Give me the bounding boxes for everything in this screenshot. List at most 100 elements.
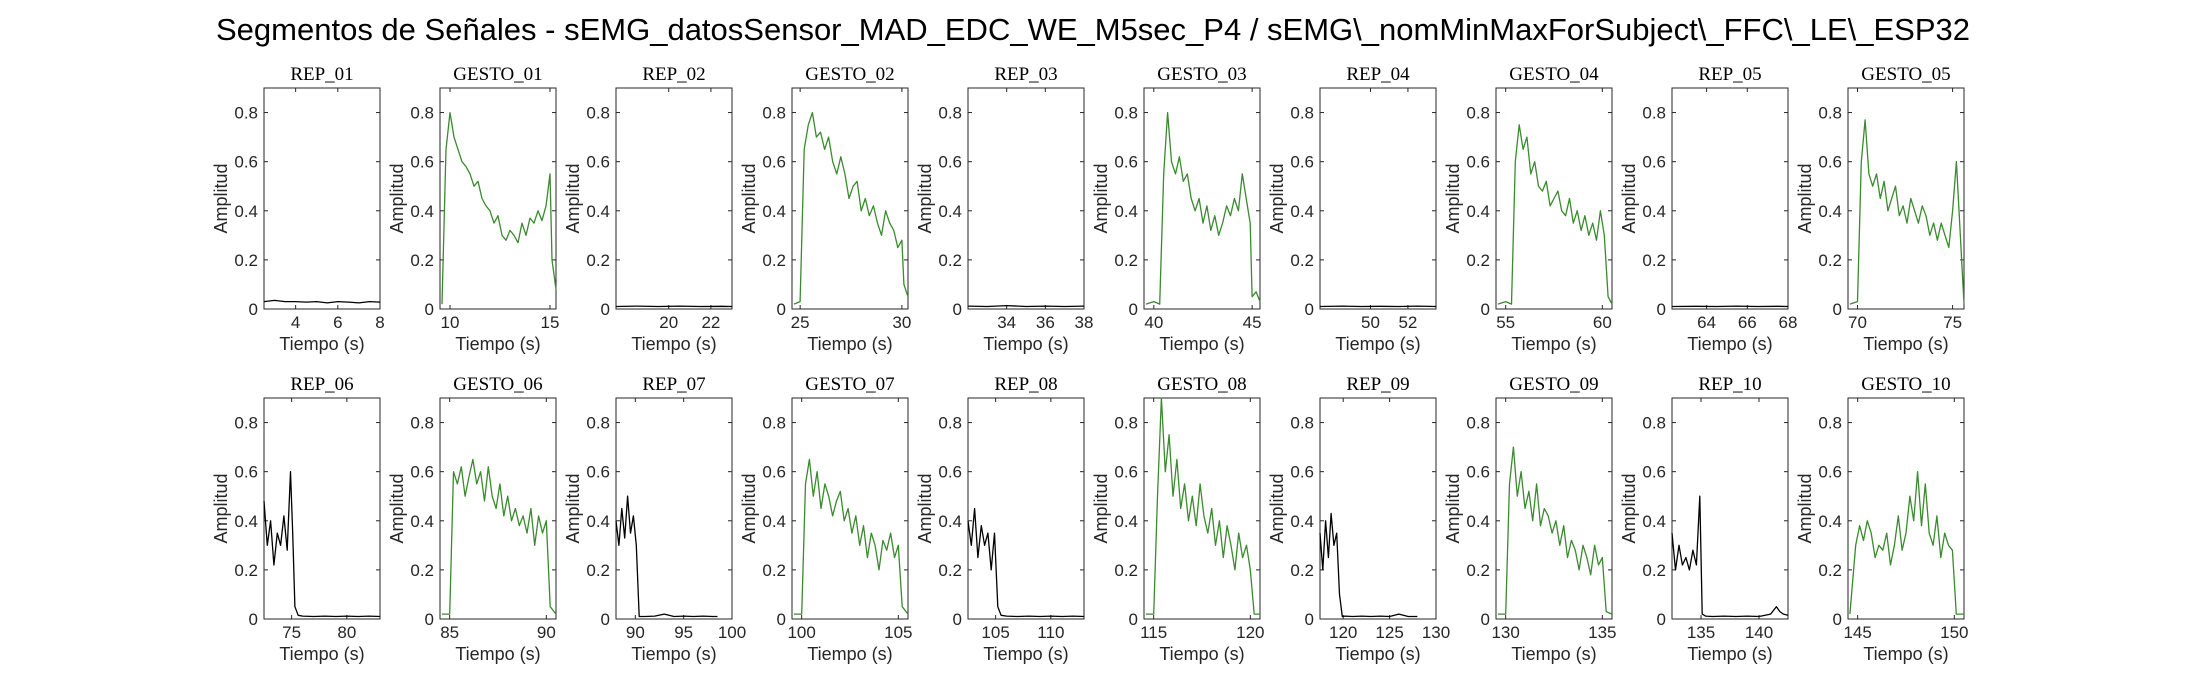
- x-tick-label: 68: [1779, 313, 1798, 332]
- y-axis-label: Amplitud: [1619, 473, 1639, 543]
- x-tick-label: 125: [1375, 623, 1403, 642]
- subplot-title: REP_03: [994, 64, 1057, 85]
- subplot-gesto-10: GESTO_10 0 0.2 0.4 0.6 0.8 145 150 Tiempo (s) Amp…: [1795, 374, 1969, 664]
- y-axis-label: Amplitud: [387, 473, 407, 543]
- subplot-title: GESTO_02: [805, 64, 894, 85]
- y-tick-label: 0.4: [586, 202, 610, 221]
- y-axis-label: Amplitud: [563, 163, 583, 233]
- signal-line: [1849, 471, 1964, 615]
- y-tick-label: 0.8: [1290, 104, 1314, 123]
- y-tick-label: 0: [1305, 300, 1314, 319]
- y-tick-label: 0.4: [938, 512, 962, 531]
- y-tick-label: 0.6: [1290, 463, 1314, 482]
- subplot-gesto-05: GESTO_05 0 0.2 0.4 0.6 0.8 70 75 Tiempo (s) Ampli…: [1795, 64, 1965, 354]
- subplot-gesto-09: GESTO_09 0 0.2 0.4 0.6 0.8 130 135 Tiempo (s) Amp…: [1443, 374, 1617, 664]
- y-tick-label: 0: [1481, 610, 1490, 629]
- x-tick-label: 52: [1398, 313, 1417, 332]
- x-tick-label: 140: [1745, 623, 1773, 642]
- y-tick-label: 0: [1657, 300, 1666, 319]
- y-tick-label: 0.6: [1642, 153, 1666, 172]
- y-tick-label: 0.8: [938, 104, 962, 123]
- y-tick-label: 0.2: [1290, 561, 1314, 580]
- y-tick-label: 0.6: [410, 463, 434, 482]
- subplot-rep-03: REP_03 0 0.2 0.4 0.6 0.8 34 36 38 Tiempo (s) Ampli…: [915, 64, 1093, 354]
- subplot-rep-04: REP_04 0 0.2 0.4 0.6 0.8 50 52 Tiempo (s) Amplitu…: [1267, 64, 1437, 354]
- y-tick-label: 0.8: [1114, 104, 1138, 123]
- y-tick-label: 0.8: [234, 104, 258, 123]
- x-tick-label: 120: [1329, 623, 1357, 642]
- y-tick-label: 0.8: [1818, 104, 1842, 123]
- y-tick-label: 0.8: [1818, 414, 1842, 433]
- y-tick-label: 0: [1481, 300, 1490, 319]
- y-axis-label: Amplitud: [1091, 473, 1111, 543]
- x-axis-label: Tiempo (s): [807, 644, 892, 664]
- y-axis-label: Amplitud: [387, 163, 407, 233]
- y-tick-label: 0: [425, 300, 434, 319]
- x-tick-label: 34: [997, 313, 1016, 332]
- x-axis-label: Tiempo (s): [455, 334, 540, 354]
- y-tick-label: 0.6: [1114, 153, 1138, 172]
- y-tick-label: 0: [601, 300, 610, 319]
- y-tick-label: 0.4: [586, 512, 610, 531]
- y-tick-label: 0.2: [938, 561, 962, 580]
- plot-frame: [967, 87, 1085, 310]
- y-tick-label: 0.8: [586, 414, 610, 433]
- subplot-title: GESTO_03: [1157, 64, 1246, 85]
- x-tick-label: 15: [541, 313, 560, 332]
- y-axis-label: Amplitud: [563, 473, 583, 543]
- y-tick-label: 0.8: [410, 414, 434, 433]
- y-tick-label: 0.8: [938, 414, 962, 433]
- x-tick-label: 100: [718, 623, 746, 642]
- y-axis-label: Amplitud: [1267, 473, 1287, 543]
- signal-line: [967, 507, 1085, 618]
- y-tick-label: 0.6: [1114, 463, 1138, 482]
- y-tick-label: 0.2: [1114, 251, 1138, 270]
- y-tick-label: 0.2: [762, 251, 786, 270]
- x-tick-label: 80: [337, 623, 356, 642]
- plot-frame: [1143, 87, 1261, 310]
- y-tick-label: 0.2: [762, 561, 786, 580]
- y-tick-label: 0.4: [234, 512, 258, 531]
- y-tick-label: 0: [249, 300, 258, 319]
- y-tick-label: 0.4: [1642, 202, 1666, 221]
- x-axis-label: Tiempo (s): [279, 334, 364, 354]
- subplot-title: REP_10: [1698, 374, 1761, 395]
- subplot-rep-05: REP_05 0 0.2 0.4 0.6 0.8 64 66 68 Tiempo (s) Ampli…: [1619, 64, 1797, 354]
- x-tick-label: 95: [674, 623, 693, 642]
- subplot-title: GESTO_08: [1157, 374, 1246, 395]
- signal-line: [1145, 111, 1261, 305]
- y-tick-label: 0.2: [1818, 251, 1842, 270]
- x-tick-label: 75: [282, 623, 301, 642]
- plot-frame: [791, 397, 909, 620]
- y-tick-label: 0.2: [234, 561, 258, 580]
- y-tick-label: 0.4: [1114, 512, 1138, 531]
- x-axis-label: Tiempo (s): [1511, 644, 1596, 664]
- x-tick-label: 115: [1140, 623, 1167, 642]
- x-tick-label: 38: [1075, 313, 1094, 332]
- plot-frame: [967, 397, 1085, 620]
- y-tick-label: 0: [777, 610, 786, 629]
- y-tick-label: 0.2: [1642, 251, 1666, 270]
- y-axis-label: Amplitud: [739, 473, 759, 543]
- subplot-title: GESTO_07: [805, 374, 894, 395]
- signal-line: [793, 111, 909, 305]
- subplot-title: GESTO_06: [453, 374, 542, 395]
- y-tick-label: 0.6: [938, 153, 962, 172]
- y-axis-label: Amplitud: [211, 163, 231, 233]
- plot-frame: [615, 397, 733, 620]
- y-tick-label: 0.6: [234, 463, 258, 482]
- y-tick-label: 0.6: [586, 153, 610, 172]
- subplot-title: GESTO_10: [1861, 374, 1950, 395]
- y-tick-label: 0: [953, 610, 962, 629]
- y-axis-label: Amplitud: [1443, 473, 1463, 543]
- x-tick-label: 105: [884, 623, 912, 642]
- signal-line: [1145, 397, 1260, 615]
- signal-line: [967, 304, 1085, 308]
- y-axis-label: Amplitud: [1795, 163, 1815, 233]
- y-tick-label: 0.6: [1290, 153, 1314, 172]
- y-tick-label: 0: [601, 610, 610, 629]
- y-tick-label: 0.4: [762, 512, 786, 531]
